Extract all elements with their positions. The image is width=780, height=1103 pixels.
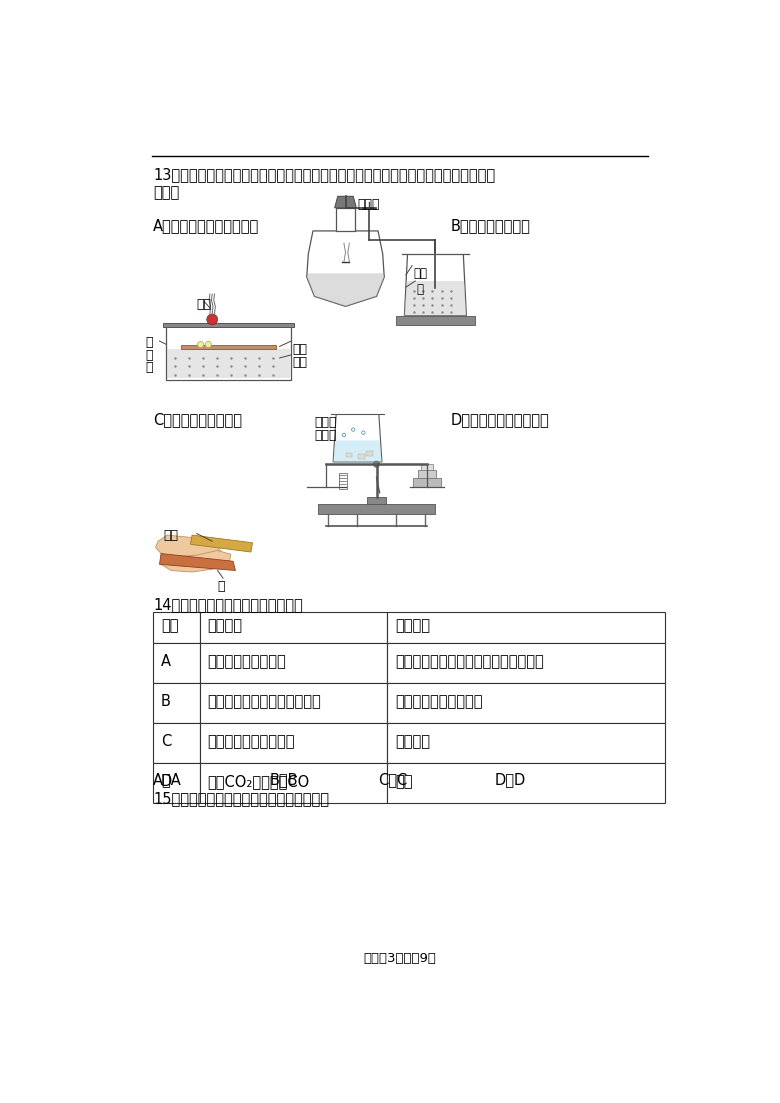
Text: 稀盐酸: 稀盐酸	[314, 416, 337, 429]
Bar	[388, 683, 665, 722]
Text: 红磷: 红磷	[197, 298, 211, 311]
Bar	[413, 478, 441, 488]
Text: 14．下列有关实验方案设计正确的是: 14．下列有关实验方案设计正确的是	[154, 597, 303, 612]
Polygon shape	[161, 550, 231, 572]
Circle shape	[205, 342, 211, 347]
Text: 区分氮气和二氧化碳: 区分氮气和二氧化碳	[207, 654, 286, 668]
Bar	[167, 350, 289, 378]
Text: 15．下列图像能正确表示对应变化关系的是: 15．下列图像能正确表示对应变化关系的是	[154, 791, 329, 805]
Polygon shape	[159, 554, 236, 570]
Text: 区分过氧化氢溶液和水: 区分过氧化氢溶液和水	[207, 733, 295, 749]
Bar	[318, 504, 434, 514]
Text: 13．正确的实验设计和规范操作是科学实验的基本要求。下列实验正确且能达到实验目: 13．正确的实验设计和规范操作是科学实验的基本要求。下列实验正确且能达到实验目	[154, 167, 495, 182]
Text: C．验证质量守恒定律: C．验证质量守恒定律	[154, 411, 243, 427]
Bar	[388, 763, 665, 803]
Polygon shape	[333, 440, 382, 462]
Bar	[162, 323, 294, 328]
Text: 弹簧夹: 弹簧夹	[357, 197, 380, 211]
Text: D．D: D．D	[495, 772, 526, 788]
Text: 水: 水	[417, 282, 424, 296]
Text: 白磷: 白磷	[292, 356, 308, 370]
Bar	[200, 722, 388, 763]
Text: 木炭: 木炭	[413, 267, 427, 280]
Bar	[346, 452, 353, 458]
Bar	[366, 451, 373, 456]
Bar	[181, 344, 276, 350]
Bar	[388, 612, 665, 643]
Text: B．B: B．B	[270, 772, 298, 788]
Bar	[200, 763, 388, 803]
Bar	[339, 473, 347, 489]
Bar	[200, 612, 388, 643]
Text: 试卷第3页，总9页: 试卷第3页，总9页	[363, 952, 436, 965]
Bar	[420, 464, 433, 470]
Text: 实验目的: 实验目的	[207, 619, 243, 633]
Text: D．比较黄铜和铜的硬度: D．比较黄铜和铜的硬度	[450, 411, 549, 427]
Text: A．探究空气中氧气的含量: A．探究空气中氧气的含量	[154, 217, 260, 233]
Text: B: B	[161, 694, 171, 709]
Polygon shape	[307, 274, 385, 307]
Bar	[388, 643, 665, 683]
Bar	[396, 315, 475, 325]
Bar	[388, 722, 665, 763]
Text: 点燃: 点燃	[395, 774, 413, 789]
Bar	[154, 643, 200, 683]
Circle shape	[374, 461, 380, 468]
Text: 铜: 铜	[146, 349, 153, 362]
Bar	[200, 683, 388, 722]
Text: 选项: 选项	[161, 619, 179, 633]
Text: D: D	[161, 774, 172, 789]
Bar	[154, 763, 200, 803]
Polygon shape	[404, 281, 466, 315]
Text: 加入足量的铁粉，过滤: 加入足量的铁粉，过滤	[395, 694, 483, 709]
Bar	[154, 722, 200, 763]
Text: 铜: 铜	[218, 580, 225, 592]
Text: B．探究燃烧的条件: B．探究燃烧的条件	[450, 217, 530, 233]
Circle shape	[207, 314, 218, 325]
Bar	[367, 496, 386, 504]
Bar	[154, 683, 200, 722]
Text: A．A: A．A	[154, 772, 182, 788]
Text: A: A	[161, 654, 171, 668]
Text: 的的是: 的的是	[154, 184, 179, 200]
Text: 除去硫酸亚铁溶液中的硫酸铜: 除去硫酸亚铁溶液中的硫酸铜	[207, 694, 321, 709]
Bar	[154, 612, 200, 643]
Text: 薄: 薄	[146, 336, 153, 350]
Bar	[200, 643, 388, 683]
Text: 观察颜色: 观察颜色	[395, 733, 430, 749]
Polygon shape	[307, 231, 385, 307]
Polygon shape	[335, 196, 356, 207]
Bar	[358, 454, 365, 459]
Bar	[417, 470, 436, 478]
Polygon shape	[190, 535, 253, 552]
Text: 黄铜: 黄铜	[163, 529, 179, 542]
Polygon shape	[156, 535, 222, 559]
Text: 碳酸钙: 碳酸钙	[314, 429, 337, 442]
Text: 片: 片	[146, 361, 153, 374]
Polygon shape	[336, 207, 355, 231]
Text: 热水: 热水	[292, 343, 308, 355]
Text: C: C	[161, 733, 172, 749]
Text: C．C: C．C	[378, 772, 407, 788]
Circle shape	[197, 342, 204, 347]
Text: 将燃着的木条分别伸入瓶中，观察现象: 将燃着的木条分别伸入瓶中，观察现象	[395, 654, 544, 668]
Text: 实验方案: 实验方案	[395, 619, 430, 633]
Text: 除去CO₂中的少量CO: 除去CO₂中的少量CO	[207, 774, 310, 789]
